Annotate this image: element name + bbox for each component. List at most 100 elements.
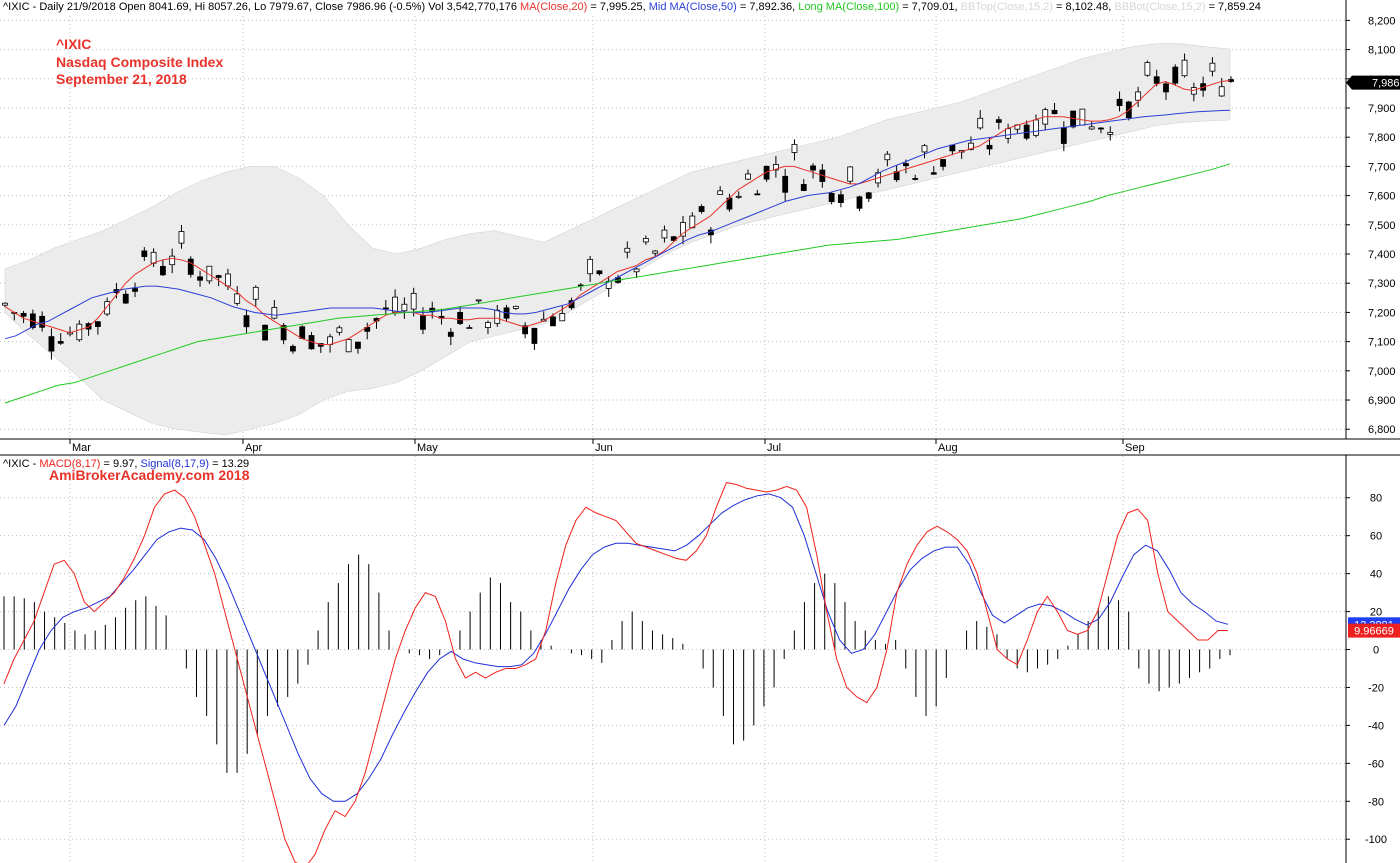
candle-body	[1144, 62, 1151, 76]
candle-body	[20, 312, 27, 317]
x-tick-label: Mar	[72, 442, 91, 454]
candle-body	[838, 194, 844, 203]
price-tick-label: 7,400	[1368, 249, 1396, 261]
candle-body	[39, 315, 46, 328]
macd-tick-label: 80	[1370, 493, 1382, 505]
candle-body	[178, 231, 185, 244]
candle-body	[401, 303, 408, 312]
price-tick-label: 7,500	[1368, 220, 1396, 232]
price-tick-label: 7,600	[1368, 191, 1396, 203]
macd-value: = 9.97,	[100, 458, 141, 470]
candle-body	[1060, 127, 1067, 144]
candle-body	[234, 293, 241, 304]
price-tick-label: 6,800	[1368, 424, 1396, 436]
candle-body	[1023, 124, 1030, 139]
macd-tick-label: -60	[1368, 758, 1384, 770]
macd-tick-label: -80	[1368, 796, 1384, 808]
candle-body	[1181, 59, 1188, 77]
candle-body	[856, 196, 863, 209]
candle-body	[884, 153, 891, 161]
candle-body	[661, 229, 668, 239]
candle-body	[410, 292, 417, 310]
candle-body	[420, 315, 426, 330]
bbtop-value: = 8,102.48,	[1052, 1, 1115, 13]
price-tick-label: 7,100	[1368, 337, 1396, 349]
candle-body	[512, 305, 519, 309]
candle-body	[1051, 109, 1058, 115]
candle-body	[475, 299, 482, 302]
price-tick-label: 7,800	[1368, 132, 1396, 144]
candle-body	[865, 192, 872, 199]
candle-body	[559, 313, 566, 322]
candle-body	[215, 275, 222, 278]
candle-body	[197, 276, 203, 281]
price-tick-label: 8,200	[1368, 15, 1396, 27]
candle-body	[1153, 76, 1160, 84]
candle-body	[772, 164, 779, 171]
candle-body	[1190, 87, 1197, 95]
candle-body	[1218, 86, 1225, 97]
candle-body	[735, 195, 742, 198]
candle-body	[2, 302, 8, 306]
ma20-value: = 7,995.25,	[587, 1, 649, 13]
candle-body	[652, 250, 659, 254]
candle-body	[94, 321, 101, 327]
macd-tick-label: -40	[1368, 720, 1384, 732]
candle-body	[57, 341, 64, 344]
candle-body	[466, 327, 473, 329]
candle-body	[485, 322, 491, 328]
candle-body	[392, 296, 398, 313]
candle-body	[912, 178, 919, 180]
candle-body	[810, 165, 816, 171]
candle-body	[132, 288, 138, 292]
candle-body	[717, 190, 724, 195]
price-tick-label: 7,700	[1368, 161, 1396, 173]
signal-value: = 13.29	[209, 458, 250, 470]
candle-body	[754, 193, 761, 196]
x-tick-label: Aug	[938, 442, 958, 454]
candle-body	[745, 173, 751, 180]
ma100-label: Long MA(Close,100)	[798, 1, 900, 13]
price-tick-label: 8,100	[1368, 45, 1396, 57]
candle-body	[1079, 108, 1086, 126]
ma20-label: MA(Close,20)	[520, 1, 588, 13]
candle-body	[159, 265, 166, 276]
price-header-ohlc: ^IXIC - Daily 21/9/2018 Open 8041.69, Hi…	[3, 1, 521, 13]
candle-body	[698, 206, 705, 212]
candle-body	[150, 251, 157, 264]
candle-body	[355, 341, 361, 349]
candle-body	[299, 326, 306, 339]
index-name-annotation: Nasdaq Composite Index	[56, 54, 224, 70]
candle-body	[642, 238, 649, 243]
candle-body	[1098, 127, 1104, 130]
candle-body	[76, 323, 83, 341]
candle-body	[596, 270, 603, 275]
candle-body	[1088, 126, 1095, 130]
candle-body	[280, 325, 287, 341]
candle-body	[1172, 66, 1179, 84]
candle-body	[763, 165, 770, 180]
candle-body	[1209, 62, 1216, 72]
candle-body	[382, 307, 389, 310]
candle-body	[921, 145, 928, 153]
macd-tick-label: -100	[1365, 834, 1387, 846]
macd-tick-label: -20	[1368, 682, 1384, 694]
macd-line	[3, 482, 1228, 863]
candle-body	[522, 325, 529, 335]
signal-line	[3, 493, 1229, 802]
candle-body	[141, 250, 148, 257]
candle-body	[587, 258, 594, 275]
candle-body	[800, 184, 807, 191]
price-tick-label: 7,000	[1368, 366, 1396, 378]
candle-body	[1033, 119, 1039, 136]
signal-label: Signal(8,17,9)	[140, 458, 210, 470]
candle-body	[187, 258, 194, 275]
candle-body	[1005, 128, 1011, 139]
macd-label: MACD(8,17)	[39, 458, 101, 470]
macd-header: ^IXIC - MACD(8,17) = 9.97, Signal(8,17,9…	[3, 458, 249, 470]
candle-body	[169, 255, 176, 266]
candle-body	[1135, 91, 1142, 101]
candle-body	[1107, 131, 1114, 135]
macd-tick-label: 0	[1373, 645, 1379, 657]
